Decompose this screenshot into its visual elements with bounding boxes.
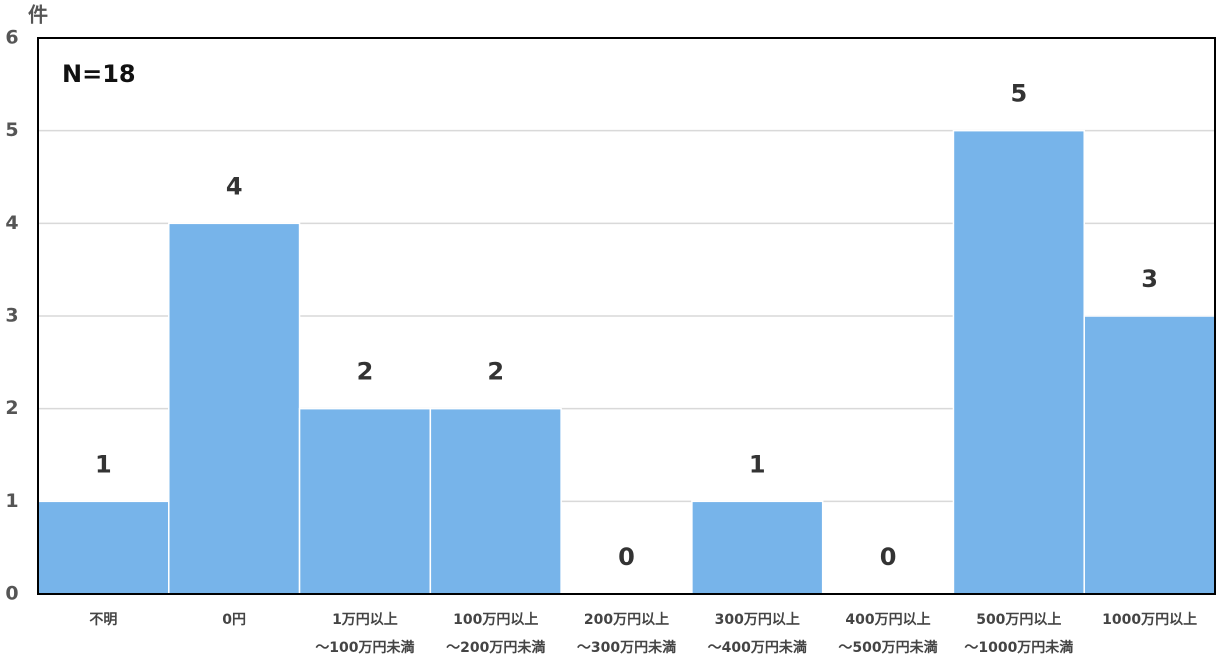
value-label: 5 — [1010, 80, 1027, 108]
bar — [1083, 315, 1216, 595]
y-tick-label: 2 — [5, 397, 18, 419]
y-tick-label: 5 — [5, 119, 18, 141]
y-tick-label: 6 — [5, 27, 18, 49]
y-tick-label: 1 — [5, 490, 18, 512]
x-tick-label: 200万円以上 ～300万円未満 — [576, 612, 677, 656]
y-tick-label: 0 — [5, 583, 18, 605]
bar — [37, 500, 170, 595]
x-tick-label: 1万円以上 ～100万円未満 — [315, 612, 415, 656]
x-tick-label: 100万円以上 ～200万円未満 — [446, 612, 546, 656]
value-label: 1 — [749, 450, 766, 478]
x-tick-label: 不明 — [89, 612, 118, 628]
x-tick-label: 500万円以上 ～1000万円未満 — [964, 612, 1074, 656]
annotation: N=18 — [62, 60, 136, 88]
plot-border — [37, 37, 1216, 595]
y-axis-label: 件 — [28, 3, 48, 27]
value-label: 1 — [95, 450, 112, 478]
value-label: 0 — [880, 543, 897, 571]
value-label: 2 — [487, 358, 504, 386]
value-label: 2 — [357, 358, 374, 386]
x-tick-label: 0円 — [222, 612, 247, 628]
x-tick-label: 400万円以上 ～500万円未満 — [838, 612, 938, 656]
bar — [168, 222, 301, 595]
bar — [429, 407, 562, 595]
bar — [952, 129, 1085, 595]
bar — [691, 500, 824, 595]
value-label: 0 — [618, 543, 635, 571]
y-tick-label: 4 — [5, 212, 18, 234]
x-tick-label: 1000万円以上 — [1102, 612, 1198, 628]
value-label: 4 — [226, 172, 243, 200]
x-tick-label: 300万円以上 ～400万円未満 — [707, 612, 807, 656]
value-label: 3 — [1141, 265, 1158, 293]
bar — [298, 407, 432, 595]
y-tick-label: 3 — [5, 305, 18, 327]
